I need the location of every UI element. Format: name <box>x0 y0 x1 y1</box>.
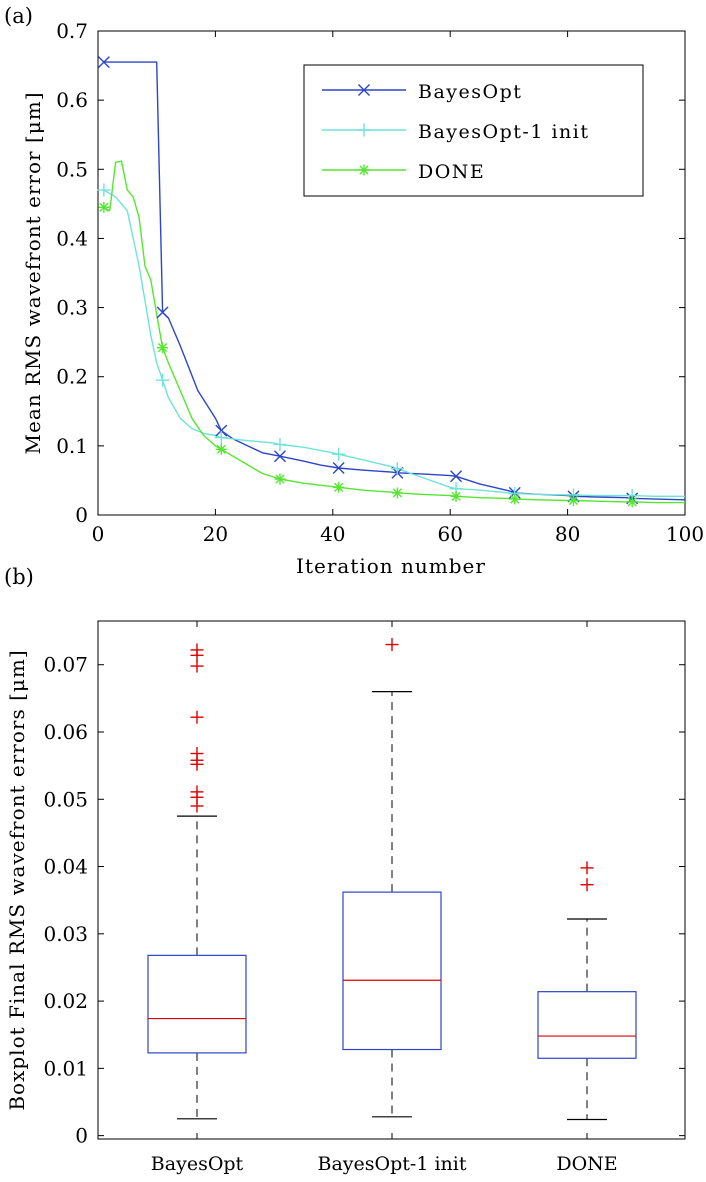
x-tick-label-a: 40 <box>320 522 345 546</box>
data-point-marker <box>274 473 286 485</box>
category-label-bayesopt: BayesOpt <box>151 1153 244 1175</box>
data-point-marker <box>450 470 463 483</box>
legend-samples <box>322 84 406 176</box>
legend-marker-sample <box>358 164 370 176</box>
legend: BayesOpt BayesOpt-1 init DONE <box>303 64 644 197</box>
y-tick-label-a: 0.4 <box>56 226 88 250</box>
x-axis-title-a: Iteration number <box>296 554 486 578</box>
category-label-bayesopt-1-init: BayesOpt-1 init <box>318 1153 467 1175</box>
legend-marker-sample <box>357 123 371 137</box>
legend-entry-bayesopt-1-init: BayesOpt-1 init <box>418 121 589 143</box>
y-tick-label-a: 0.1 <box>56 434 88 458</box>
y-tick-label-a: 0.7 <box>56 19 88 43</box>
outlier-marker <box>190 710 204 724</box>
data-point-marker <box>391 487 403 499</box>
panel-a: (a) 0 20 40 60 80 100 0 0.1 0.2 0.3 0.4 0.5 0.6 0.7 B… <box>4 4 704 578</box>
y-tick-label-b: 0.04 <box>43 855 88 879</box>
data-point-marker <box>97 183 111 197</box>
data-point-marker <box>450 490 462 502</box>
y-tick-label-a: 0.5 <box>56 157 88 181</box>
outlier-marker <box>190 747 204 761</box>
data-point-marker <box>273 450 286 463</box>
outlier-marker <box>580 878 594 892</box>
y-axis-title-b: Boxplot Final RMS wavefront errors [μm] <box>5 649 29 1110</box>
legend-entry-done: DONE <box>418 161 485 183</box>
x-tick-label-a: 20 <box>203 522 228 546</box>
data-point-marker <box>214 431 228 445</box>
data-point-marker <box>157 342 169 354</box>
outlier-marker <box>385 638 399 652</box>
data-point-marker <box>332 447 346 461</box>
y-tick-label-b: 0.06 <box>43 720 88 744</box>
box-iqr <box>342 891 442 1051</box>
panel-b: (b) 0 0.01 0.02 0.03 0.04 0.05 0.06 0.07 BayesO… <box>4 565 686 1175</box>
panel-a-label: (a) <box>4 4 33 28</box>
x-tick-label-a: 100 <box>666 522 704 546</box>
data-point-marker <box>333 481 345 493</box>
axis-a-ticks: 0 20 40 60 80 100 0 0.1 0.2 0.3 0.4 0.5 0.6 0.7 <box>56 19 704 546</box>
box-iqr <box>537 991 637 1059</box>
data-point-marker <box>509 493 521 505</box>
data-point-marker <box>567 494 579 506</box>
box-1 <box>342 638 442 1118</box>
category-label-done: DONE <box>556 1153 617 1175</box>
data-point-marker <box>626 496 638 508</box>
data-point-marker <box>156 373 170 387</box>
y-tick-label-b: 0 <box>75 1124 88 1148</box>
outlier-marker <box>580 861 594 875</box>
axis-b-ticks: 0 0.01 0.02 0.03 0.04 0.05 0.06 0.07 <box>43 621 685 1148</box>
x-tick-label-a: 80 <box>555 522 580 546</box>
y-tick-label-a: 0.3 <box>56 296 88 320</box>
box-0 <box>147 643 247 1120</box>
y-axis-title-a: Mean RMS wavefront error [μm] <box>21 91 45 454</box>
outlier-marker <box>190 785 204 799</box>
legend-marker-sample <box>358 84 370 96</box>
y-tick-label-a: 0.6 <box>56 88 88 112</box>
plot-b-boxes <box>147 638 637 1121</box>
x-tick-label-a: 60 <box>437 522 462 546</box>
panel-b-label: (b) <box>4 565 34 589</box>
y-tick-label-b: 0.05 <box>43 787 88 811</box>
data-point-marker <box>215 443 227 455</box>
y-tick-label-b: 0.03 <box>43 922 88 946</box>
data-point-marker <box>156 306 169 319</box>
legend-entry-bayesopt: BayesOpt <box>418 81 522 103</box>
y-tick-label-a: 0 <box>75 503 88 527</box>
y-tick-label-b: 0.07 <box>43 653 88 677</box>
plot-a-markers <box>97 56 639 508</box>
data-point-marker <box>332 461 345 474</box>
y-tick-label-b: 0.02 <box>43 989 88 1013</box>
box-2 <box>537 861 637 1121</box>
data-point-marker <box>98 201 110 213</box>
y-tick-label-a: 0.2 <box>56 365 88 389</box>
y-tick-label-b: 0.01 <box>43 1056 88 1080</box>
data-point-marker <box>390 462 404 476</box>
data-point-marker <box>215 424 228 437</box>
outlier-marker <box>190 643 204 657</box>
plot-b-frame <box>97 620 686 1140</box>
x-tick-label-a: 0 <box>92 522 105 546</box>
box-iqr <box>147 954 247 1054</box>
data-point-marker <box>273 437 287 451</box>
data-point-marker <box>97 56 110 69</box>
